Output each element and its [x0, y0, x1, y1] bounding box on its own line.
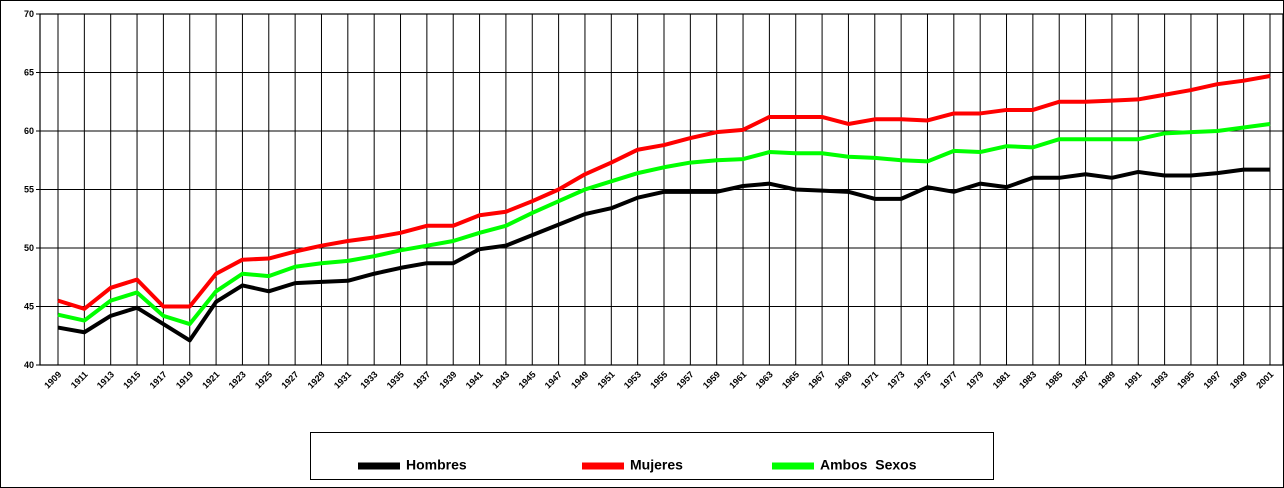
y-tick-label: 45 — [24, 302, 34, 312]
y-tick-label: 60 — [24, 126, 34, 136]
line-series — [57, 74, 1271, 311]
legend-label: Hombres — [406, 457, 467, 473]
y-tick-label: 70 — [24, 9, 34, 19]
legend: Hombres Mujeres Ambos Sexos — [310, 432, 994, 480]
y-tick-label: 55 — [24, 185, 34, 195]
legend-label: Ambos Sexos — [820, 457, 917, 473]
line-series — [57, 121, 1271, 327]
line-series — [57, 167, 1270, 343]
legend-label: Mujeres — [630, 457, 683, 473]
y-tick-label: 50 — [24, 243, 34, 253]
y-tick-label: 40 — [24, 360, 34, 370]
y-tick-label: 65 — [24, 68, 34, 78]
legend-box — [310, 432, 994, 480]
plot-area — [39, 13, 1284, 366]
